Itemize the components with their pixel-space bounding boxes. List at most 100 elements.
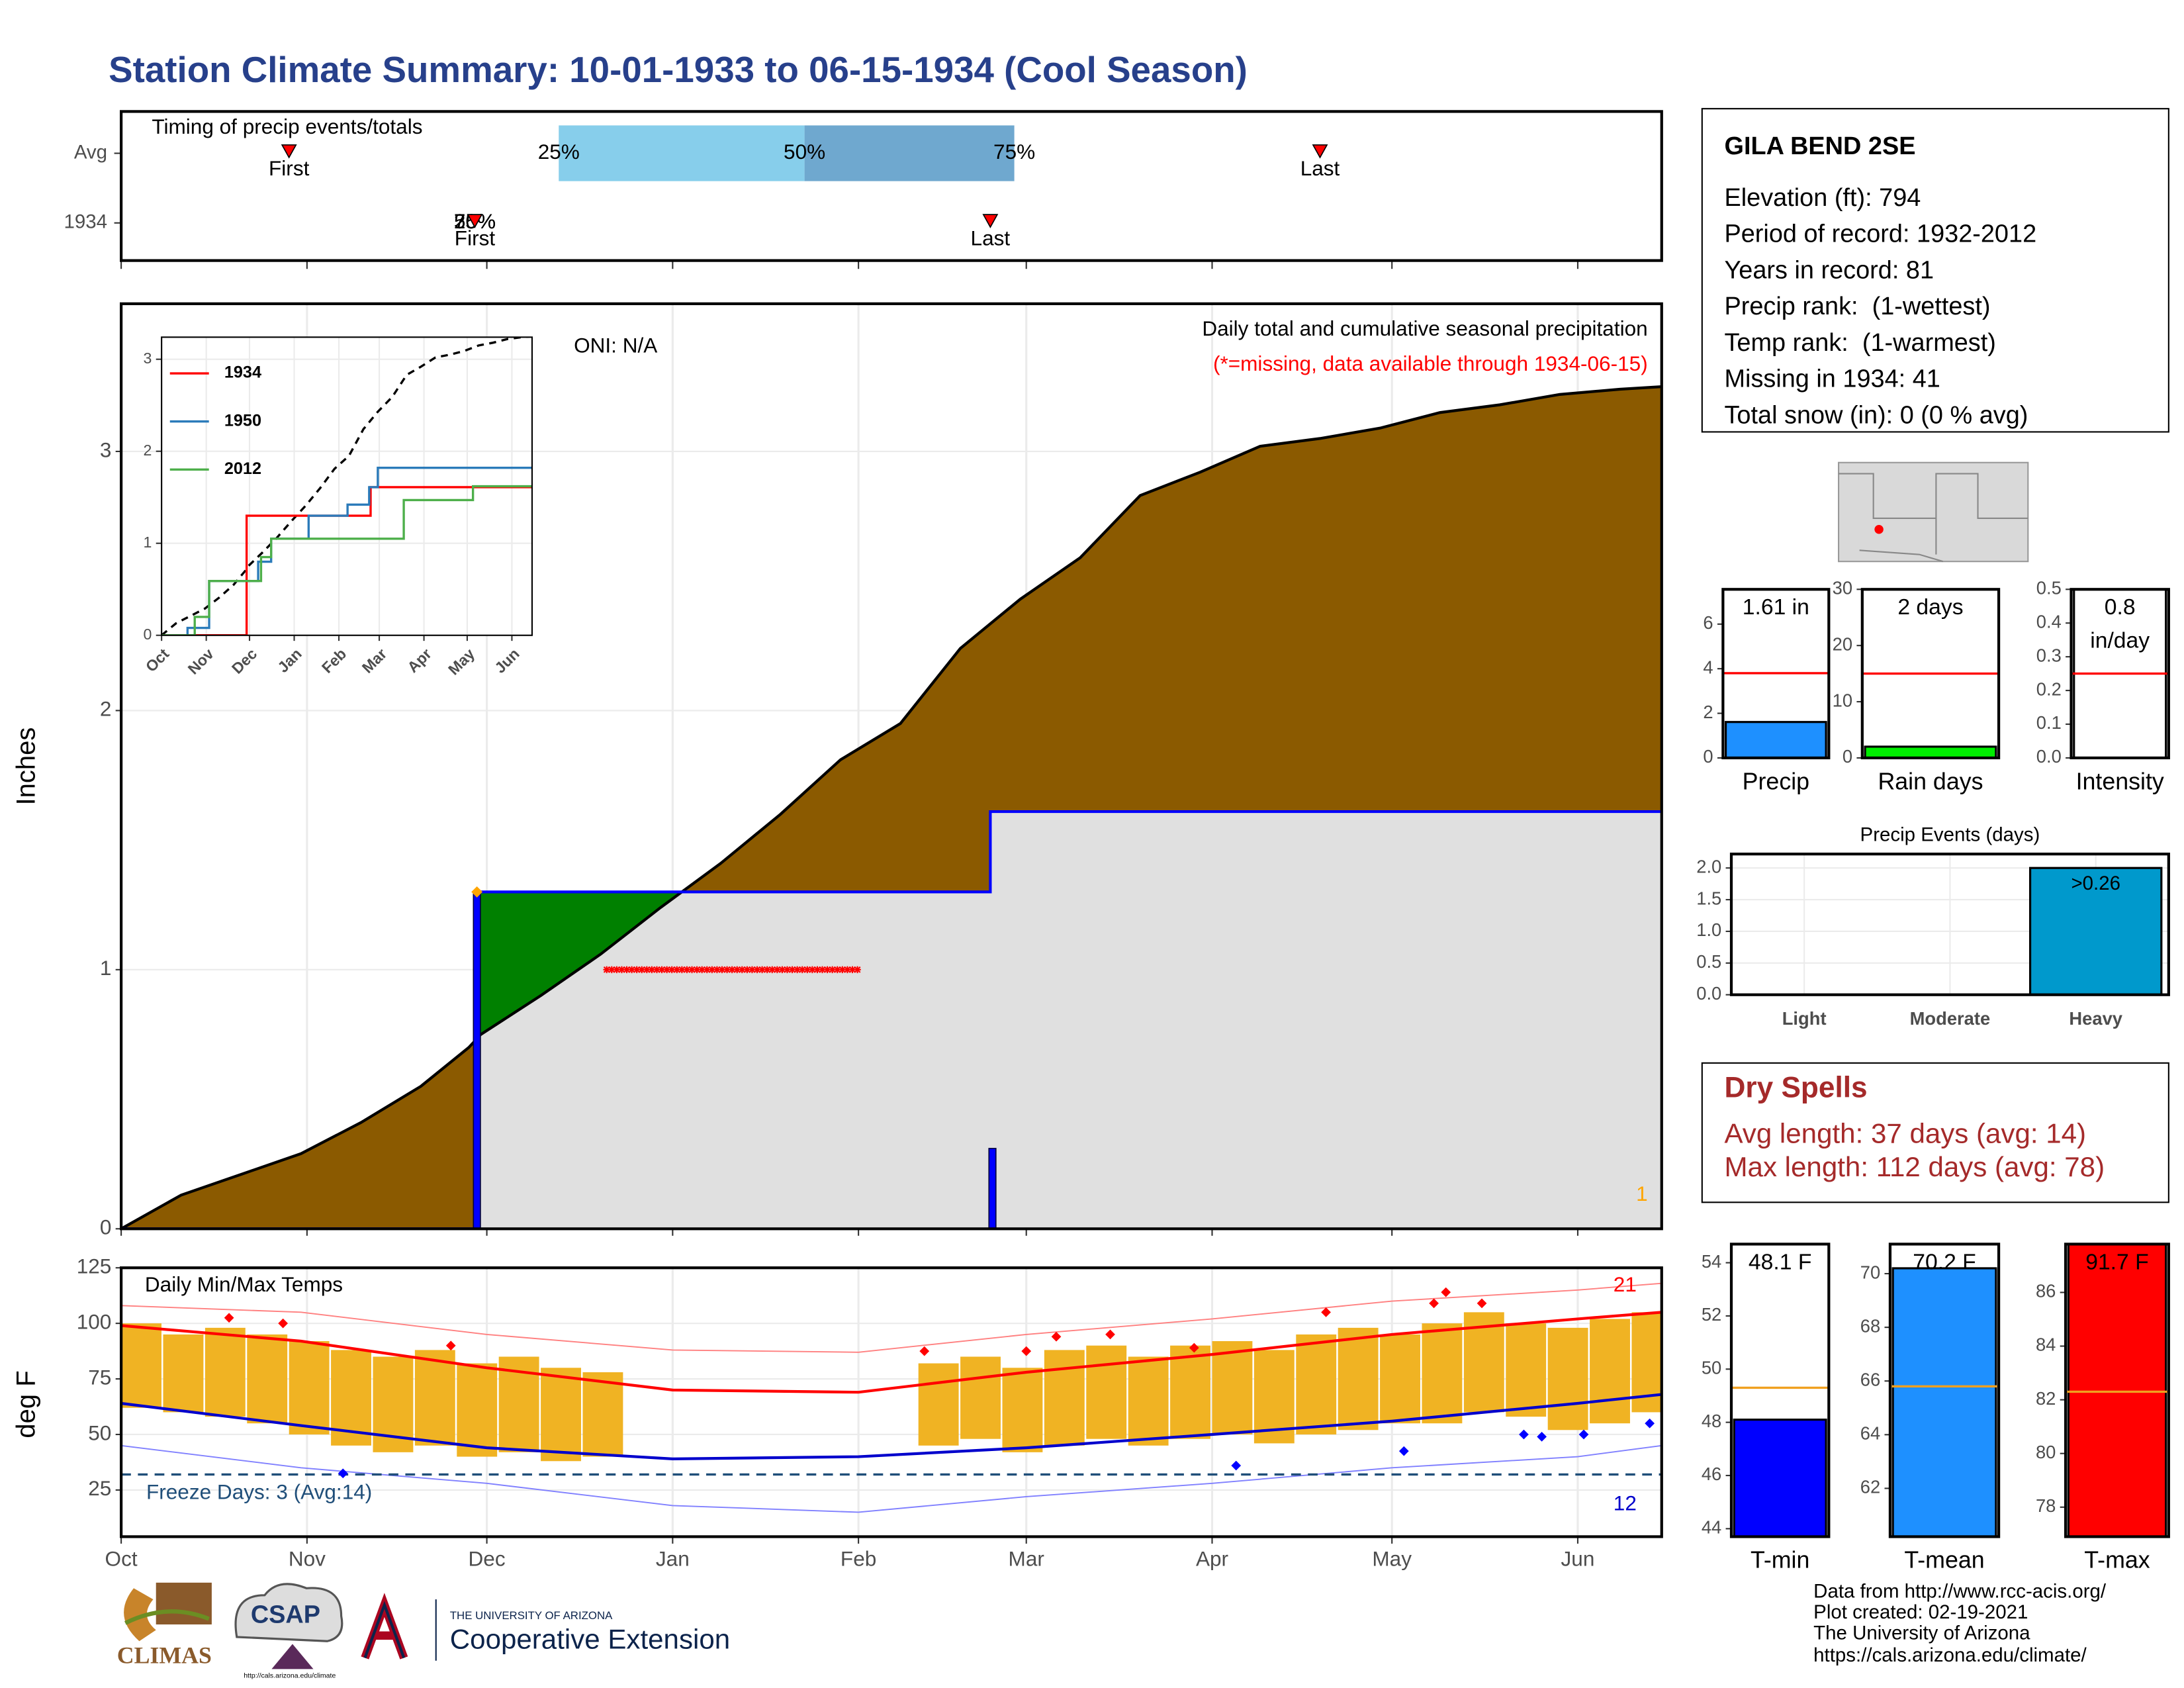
station-line: Elevation (ft): 794	[1724, 184, 1921, 212]
oni-label: ONI: N/A	[574, 333, 657, 357]
temp-range-bar	[1380, 1334, 1420, 1424]
y-tick-label: 2	[1703, 702, 1713, 722]
temp-range-bar	[289, 1340, 330, 1434]
y-axis-label: Inches	[12, 727, 41, 806]
value-label-box: 48.1 F	[1748, 1250, 1812, 1275]
station-line: Temp rank: (1-warmest)	[1724, 329, 1995, 357]
y-tick-label: 1	[144, 534, 152, 551]
y-tick-label: 100	[77, 1309, 112, 1333]
temp-range-bar	[247, 1334, 288, 1424]
record-low-marker	[1578, 1429, 1589, 1440]
y-tick-label: 0	[1703, 746, 1713, 767]
temp-range-bar	[205, 1327, 246, 1417]
page-title: Station Climate Summary: 10-01-1933 to 0…	[109, 49, 1248, 90]
x-tick-label: Oct	[105, 1547, 138, 1571]
temp-range-bar	[1590, 1319, 1630, 1424]
avg-line	[121, 385, 1662, 1229]
y-tick-label: 48	[1702, 1411, 1721, 1431]
y-tick-label: 0.5	[2036, 577, 2062, 598]
event-marker	[982, 214, 999, 228]
subtitle: Daily total and cumulative seasonal prec…	[1202, 316, 1647, 340]
dry-spells-line: Avg length: 37 days (avg: 14)	[1724, 1117, 2086, 1149]
x-tick-label: Mar	[1009, 1547, 1044, 1571]
panel-frame	[1888, 1243, 2001, 1538]
x-tick-label: Dec	[469, 1547, 506, 1571]
x-tick-label: Feb	[841, 1547, 876, 1571]
record-low-marker	[1398, 1446, 1409, 1456]
y-tick-label: 52	[1702, 1304, 1721, 1325]
y-tick-label: 46	[1702, 1464, 1721, 1484]
season-line	[121, 810, 1662, 1229]
temp-range-bar	[1547, 1327, 1588, 1430]
csap-logo-text: CSAP	[251, 1601, 320, 1628]
freeze-label: Freeze Days: 3 (Avg:14)	[146, 1480, 372, 1504]
y-tick-label: 20	[1833, 633, 1852, 654]
panel-frame	[1729, 1243, 1831, 1538]
climas-logo-shape	[124, 1588, 156, 1642]
row-label: 1934	[64, 211, 108, 233]
temp-range-bar	[414, 1350, 455, 1446]
record-low-count: 12	[1614, 1491, 1637, 1515]
footer-line: https://cals.arizona.edu/climate/	[1813, 1644, 2087, 1666]
y-tick-label: 2	[144, 442, 152, 459]
temp-range-bar	[1296, 1334, 1337, 1434]
bar-annotation: >0.26	[2071, 872, 2120, 894]
quantile-label: 25%	[538, 140, 580, 164]
event-marker	[281, 144, 297, 159]
event-marker	[1312, 144, 1328, 159]
y-tick-label: 54	[1702, 1251, 1721, 1272]
y-tick-label: 1	[100, 956, 112, 980]
legend-label: 2012	[224, 459, 261, 478]
y-tick-label: 0.1	[2036, 712, 2062, 733]
temp-range-bar	[1338, 1327, 1379, 1430]
value-label: 2 days	[1897, 596, 1964, 620]
x-tick-label: Jun	[1561, 1547, 1595, 1571]
bar-plot	[1731, 1386, 1829, 1537]
inset-plot	[161, 337, 532, 635]
y-tick-label: 30	[1833, 577, 1852, 598]
bar-plot	[1889, 1267, 1999, 1537]
temp-range-bar	[541, 1368, 581, 1462]
bar-plot	[2066, 1244, 2169, 1537]
temp-range-bar	[1002, 1368, 1043, 1452]
extension-text: Cooperative Extension	[450, 1623, 730, 1654]
y-tick-label: 50	[1702, 1357, 1721, 1378]
map-borders	[1839, 473, 2028, 563]
y-tick-label: 0.4	[2036, 611, 2062, 632]
y-tick-label: 0.5	[1696, 951, 1721, 972]
avg-max-line	[121, 1311, 1662, 1394]
panel-frame	[2070, 588, 2170, 760]
value-label-box: 1.61 in	[1743, 596, 1809, 620]
panel-frame	[119, 1266, 1663, 1538]
quantile-bar	[804, 125, 1015, 181]
value-label: 48.1 F	[1748, 1250, 1812, 1275]
quantile-label: 50%	[784, 140, 825, 164]
temp-range-bar	[457, 1363, 498, 1457]
value-label: 0.8 in/day	[2090, 596, 2150, 654]
y-tick-label: 84	[2036, 1335, 2056, 1355]
x-tick-label: Light	[1782, 1008, 1827, 1029]
panel-title: Daily Min/Max Temps	[145, 1272, 343, 1296]
x-tick-label: Precip	[1743, 768, 1809, 794]
event-label: Last	[971, 226, 1011, 250]
footer-line: Data from http://www.rcc-acis.org/	[1813, 1580, 2107, 1602]
value-label-box: 0.8 in/day	[2090, 596, 2150, 654]
event-label: First	[269, 156, 310, 180]
x-tick-label: T-min	[1751, 1547, 1809, 1573]
y-tick-label: 2.0	[1696, 856, 1721, 876]
daily-bar	[988, 1148, 997, 1229]
quantile-label: 75%	[993, 140, 1035, 164]
footer-line: Plot created: 02-19-2021	[1813, 1601, 2028, 1623]
temp-range-bar	[1128, 1356, 1169, 1446]
y-tick-label: 50	[88, 1421, 111, 1444]
count-label: 1	[1636, 1182, 1648, 1205]
record-low-marker	[1537, 1431, 1547, 1442]
event-marker	[467, 214, 483, 228]
bar-plot	[2029, 867, 2163, 995]
csap-logo-shape	[271, 1644, 314, 1669]
record-low-marker	[338, 1468, 348, 1479]
climas-logo-shape	[124, 1609, 210, 1625]
y-tick-label: 2	[100, 697, 112, 721]
station-line: Precip rank: (1-wettest)	[1724, 293, 1990, 320]
